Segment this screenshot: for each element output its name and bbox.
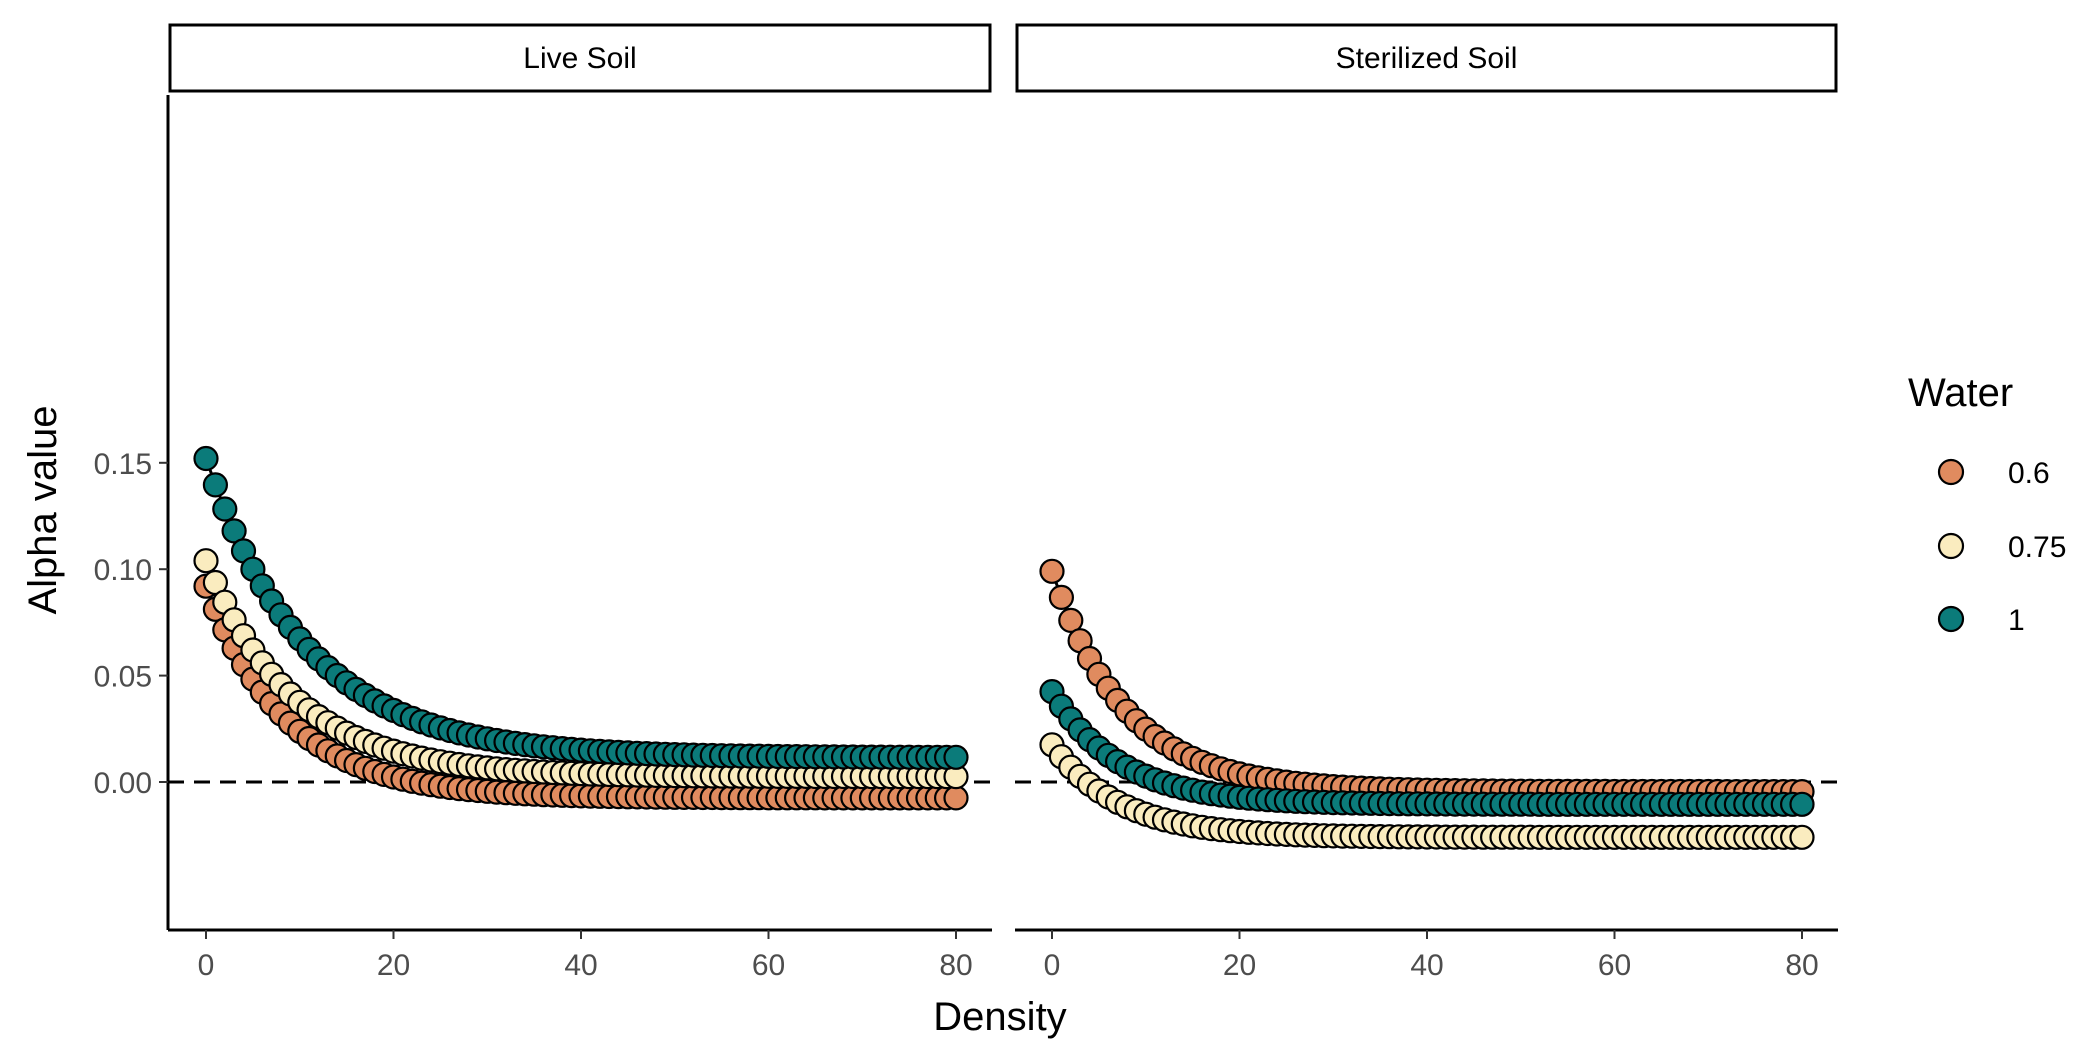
data-point-water-0.75 [1789, 824, 1815, 850]
data-point-water-1 [943, 744, 969, 770]
data-point-water-1 [212, 496, 238, 522]
x-tick-label: 80 [939, 949, 972, 982]
data-point-water-0.6 [1048, 584, 1075, 611]
y-axis-title: Alpha value [21, 405, 65, 614]
x-tick-label: 60 [752, 949, 785, 982]
x-tick-label: 60 [1598, 949, 1631, 982]
x-tick-label: 20 [1223, 949, 1256, 982]
y-tick-label: 0.05 [94, 661, 152, 694]
y-tick-label: 0.00 [94, 767, 152, 800]
x-tick-label: 80 [1785, 949, 1818, 982]
x-tick-label: 40 [1410, 949, 1443, 982]
x-axis-title: Density [933, 995, 1066, 1039]
facet-strip-label: Sterilized Soil [1336, 42, 1518, 75]
x-tick-label: 40 [564, 949, 597, 982]
data-point-water-0.6 [1039, 558, 1065, 584]
x-tick-label: 0 [1044, 949, 1061, 982]
data-point-water-1 [202, 472, 228, 498]
panel-live-soil: Live Soil 0 20 40 60 80 0.00 0.05 0.10 0.15 [94, 23, 992, 982]
facet-strip [1015, 23, 1838, 93]
data-point-water-1 [1789, 791, 1815, 817]
panel-sterilized-soil: Sterilized Soil 0 20 40 60 80 [1015, 23, 1838, 982]
legend-key-1 [1937, 605, 1965, 633]
data-point-water-1 [221, 518, 247, 544]
legend: Water 0.6 0.75 1 [1908, 371, 2066, 637]
data-point-water-1 [193, 445, 219, 472]
y-tick-label: 0.10 [94, 554, 152, 587]
chart-panels: Live Soil 0 20 40 60 80 0.00 0.05 0.10 0.15 Steril… [94, 23, 1838, 982]
data-point-water-0.75 [193, 548, 219, 574]
facet-strip-label: Live Soil [523, 42, 636, 75]
data-point-water-0.6 [1058, 607, 1084, 634]
x-tick-label: 0 [198, 949, 215, 982]
legend-label-0.6: 0.6 [2008, 457, 2050, 490]
y-tick-label: 0.15 [94, 448, 152, 481]
series-line-water-0.6 [1050, 570, 1802, 794]
facet-strip [168, 23, 992, 93]
legend-label-0.75: 0.75 [2008, 531, 2066, 564]
legend-key-0.75 [1937, 532, 1965, 560]
legend-title: Water [1908, 371, 2013, 415]
x-tick-label: 20 [377, 949, 410, 982]
legend-label-1: 1 [2008, 604, 2025, 637]
legend-key-0.6 [1937, 458, 1965, 486]
data-point-water-0.6 [943, 785, 969, 811]
